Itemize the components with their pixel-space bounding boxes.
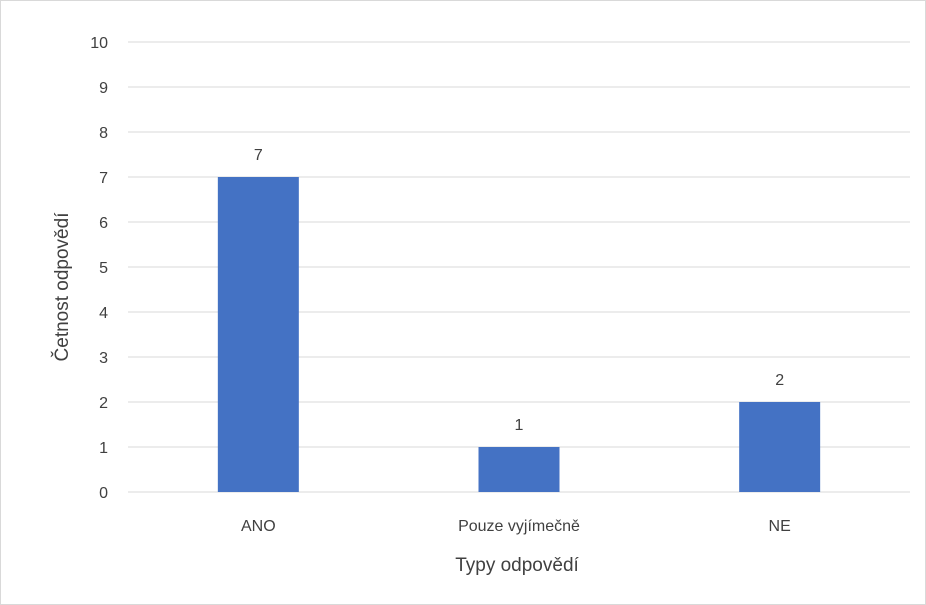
y-axis-title: Četnost odpovědí xyxy=(51,212,73,362)
x-tick-label: ANO xyxy=(241,518,276,535)
bar xyxy=(217,177,299,492)
y-tick-label: 1 xyxy=(99,440,108,457)
data-label: 2 xyxy=(775,372,784,389)
y-tick-label: 0 xyxy=(99,485,108,502)
y-axis-ticks: 0 1 2 3 4 5 6 7 8 9 10 xyxy=(90,35,108,502)
bar xyxy=(739,402,821,492)
y-tick-label: 2 xyxy=(99,395,108,412)
bars xyxy=(217,177,821,492)
y-tick-label: 6 xyxy=(99,215,108,232)
x-tick-label: Pouze vyjímečně xyxy=(458,518,580,535)
bar xyxy=(478,447,560,492)
y-tick-label: 8 xyxy=(99,125,108,142)
data-label: 7 xyxy=(254,147,263,164)
data-label: 1 xyxy=(515,417,524,434)
data-labels: 7 1 2 xyxy=(254,147,784,434)
y-tick-label: 5 xyxy=(99,260,108,277)
x-tick-label: NE xyxy=(769,518,791,535)
y-tick-label: 4 xyxy=(99,305,108,322)
x-axis-title: Typy odpovědí xyxy=(455,555,579,576)
y-tick-label: 7 xyxy=(99,170,108,187)
y-tick-label: 3 xyxy=(99,350,108,367)
x-axis-ticks: ANO Pouze vyjímečně NE xyxy=(241,518,791,535)
y-tick-label: 9 xyxy=(99,80,108,97)
y-tick-label: 10 xyxy=(90,35,108,52)
